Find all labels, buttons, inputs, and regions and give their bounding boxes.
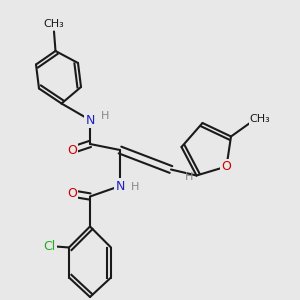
- Text: O: O: [67, 187, 77, 200]
- Text: H: H: [100, 111, 109, 122]
- Text: CH₃: CH₃: [249, 114, 270, 124]
- Text: N: N: [115, 179, 125, 193]
- Text: H: H: [184, 172, 193, 182]
- Text: N: N: [85, 113, 95, 127]
- Text: CH₃: CH₃: [44, 19, 64, 29]
- Text: H: H: [130, 182, 139, 193]
- Text: O: O: [222, 160, 231, 173]
- Text: Cl: Cl: [44, 239, 56, 253]
- Text: O: O: [67, 143, 77, 157]
